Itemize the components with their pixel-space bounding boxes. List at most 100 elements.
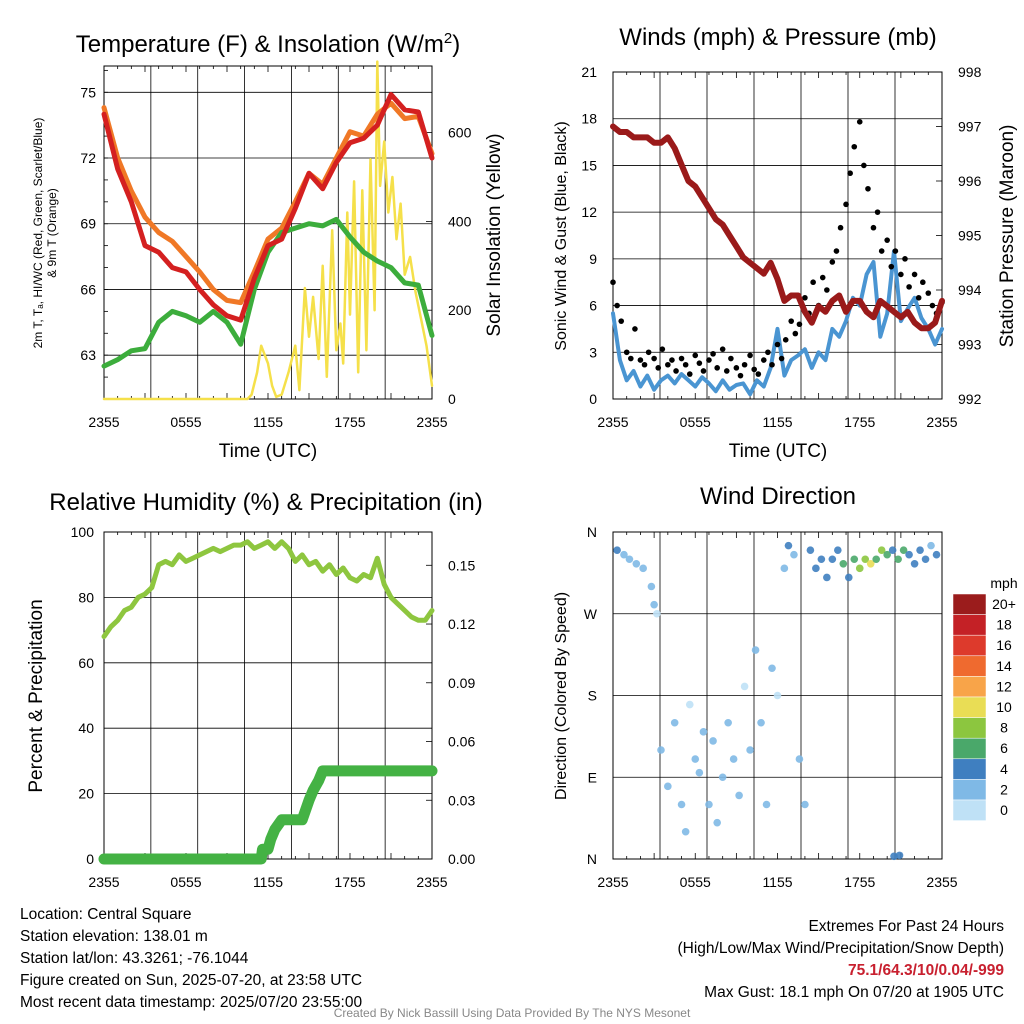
legend-label: 10 [996,699,1012,715]
direction-point [620,550,628,559]
gust-point [645,349,652,356]
gust-point [778,355,785,362]
gust-point [819,274,826,281]
gust-point [628,355,634,362]
latlon-text: Station lat/lon: 43.3261; -76.1044 [20,950,249,967]
gust-point [737,372,744,379]
dir-title: Wind Direction [700,483,856,510]
rh-ytick: 20 [78,786,94,802]
location-text: Location: Central Square [20,906,192,923]
dir-ytick: S [588,688,597,704]
direction-point [625,555,634,564]
gust-point [929,302,936,309]
direction-point [861,555,870,564]
direction-point [888,546,897,554]
rh-ytick: 0 [86,851,94,867]
extremes-values: 75.1/64.3/10/0.04/-999 [848,962,1004,979]
wind-xtick: 2355 [597,414,628,430]
direction-point [883,550,891,559]
direction-point [724,718,732,727]
max-gust-text: Max Gust: 18.1 mph On 07/20 at 1905 UTC [704,984,1004,1001]
direction-point [632,559,641,568]
direction-point [899,546,908,554]
sonic-wind-line [611,249,944,397]
direction-point [894,555,902,564]
dir-ytick: N [587,524,597,540]
temp-ylabel-2: & 9m T (Orange) [45,188,59,278]
direction-point [705,800,713,809]
direction-point [735,791,743,800]
wind-ytick: 12 [581,204,597,220]
wind-ylabel: Sonic Wind & Gust (Blue, Black) [553,121,570,350]
direction-point [855,564,864,573]
extremes-info: Extremes For Past 24 Hours (High/Low/Max… [678,916,1005,1004]
temp-ytick-right: 0 [448,391,456,407]
legend-swatch [952,696,987,718]
temp-ytick-right: 600 [448,125,472,141]
gust-point [829,259,836,265]
wind-xlabel: Time (UTC) [729,441,828,462]
direction-point [877,546,886,554]
direction-point [850,555,859,564]
gust-point [696,360,703,366]
direction-point [895,851,904,860]
gust-point [651,355,657,362]
legend-label: 20+ [992,596,1016,612]
wind-ytick: 18 [581,111,597,127]
gust-point [884,237,890,243]
gust-point [824,287,830,293]
wind-ytick-right: 992 [958,391,982,407]
wind-ytick-right: 993 [958,337,982,353]
rh-xtick: 0555 [170,874,201,890]
dir-ytick: E [588,769,597,785]
gust-point [678,355,685,362]
dir-xtick: 1755 [844,874,875,890]
direction-point [905,550,913,559]
precip-line [98,765,438,865]
gust-point [700,368,707,374]
legend-swatch [952,634,987,657]
gust-point [878,248,885,254]
gust-point [915,294,922,301]
legend-title: mph [990,575,1017,591]
gust-point [906,284,912,290]
temp-title: Temperature (F) & Insolation (W/m2) [76,30,460,58]
gust-point [673,368,679,374]
dir-ylabel: Direction (Colored By Speed) [553,592,570,800]
extremes-subtitle: (High/Low/Max Wind/Precipitation/Snow De… [677,940,1005,957]
gust-point [710,351,716,357]
gust-point [747,352,753,359]
rh-ytick-right: 0.03 [448,792,475,808]
wind-xtick: 2355 [926,414,957,430]
direction-point [677,800,686,809]
gust-point [870,224,877,231]
direction-point [839,559,848,568]
gust-point [692,352,699,359]
gust-point [760,357,767,363]
gust-point [796,321,803,328]
gust-point [637,357,644,363]
wind-xtick: 1155 [762,414,792,430]
gust-point [728,355,734,362]
gust-point [888,263,895,270]
legend-swatch [952,737,987,760]
direction-point [709,737,717,745]
direction-point [768,664,776,673]
wind-ytick-right: 994 [958,282,982,298]
direction-point [780,564,789,573]
direction-point [751,646,760,654]
gust-point [618,318,625,324]
gust-point [641,361,648,368]
direction-point [812,564,820,573]
gust-point [686,371,693,377]
rh-title: Relative Humidity (%) & Precipitation (i… [49,489,482,516]
direction-point [740,682,749,691]
temp-xtick: 0555 [170,414,201,430]
legend-swatch [952,779,987,801]
rh-ytick-right: 0.12 [448,616,475,632]
gust-point [610,279,616,286]
gust-point [792,330,799,337]
direction-point [916,546,924,554]
wind-ytick-right: 995 [958,228,982,244]
